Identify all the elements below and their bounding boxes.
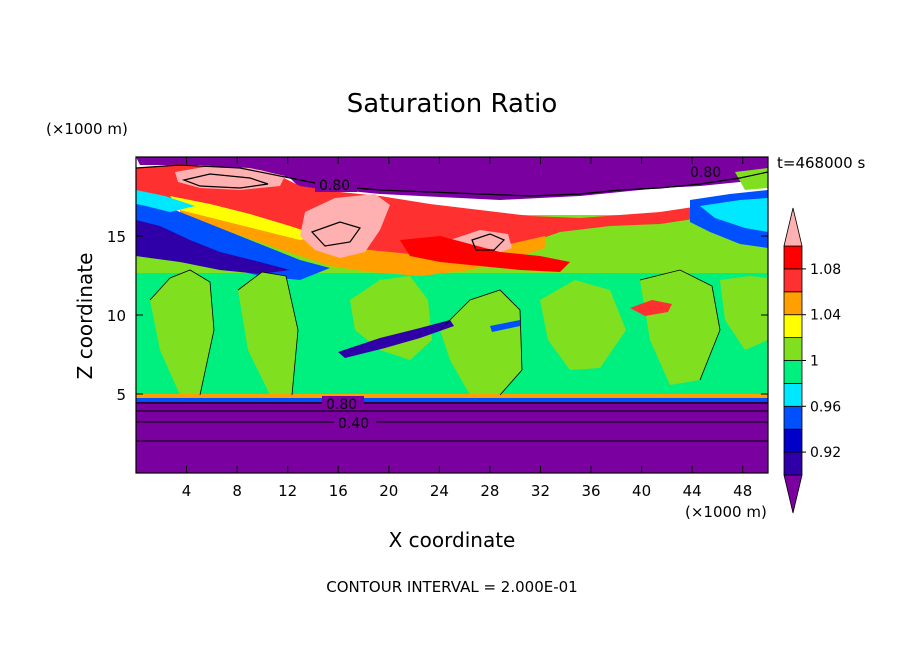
patch-red-mid [400, 236, 570, 272]
contour-label-bg [315, 176, 357, 192]
contour-label: 0.80 [326, 397, 357, 413]
colorbar-swatch [783, 291, 803, 316]
colorbar-tick-label: 1 [810, 354, 819, 370]
streak-blue [338, 320, 454, 358]
band-purple-top [136, 157, 768, 200]
x-tick-label: 16 [329, 482, 348, 500]
band-yellow-upper [170, 196, 320, 240]
contour-1-00 [149, 269, 721, 396]
x-tick-label: 32 [531, 482, 550, 500]
x-tick-label: 28 [480, 482, 499, 500]
x-tick-label: 12 [278, 482, 297, 500]
x-unit-label: (×1000 m) [685, 503, 767, 521]
plume-4 [440, 290, 522, 395]
contour-1-10-a [310, 221, 361, 247]
band-darkblue-left [136, 220, 290, 274]
colorbar-swatch [783, 382, 803, 407]
y-tick-label: 5 [116, 386, 126, 404]
plume-2 [238, 272, 298, 395]
time-label: t=468000 s [777, 154, 865, 172]
plume-7 [720, 276, 768, 350]
surface-line-blue [136, 398, 768, 402]
colorbar-tick-label: 0.92 [810, 445, 841, 461]
plume-1 [150, 270, 214, 395]
x-tick-label: 4 [182, 482, 192, 500]
colorbar-swatch [783, 314, 803, 339]
x-tick-label: 36 [581, 482, 600, 500]
y-unit-label: (×1000 m) [46, 120, 128, 138]
colorbar-swatch [783, 428, 803, 453]
x-tick-label: 44 [683, 482, 702, 500]
x-tick-label: 20 [379, 482, 398, 500]
contour-label: 0.80 [690, 165, 721, 181]
colorbar-swatch [783, 405, 803, 430]
contour-label: 0.80 [319, 178, 350, 194]
colorbar-tick-label: 1.08 [810, 262, 841, 278]
contour-label-bg [322, 396, 364, 410]
y-axis: 5 10 15 [107, 228, 768, 404]
band-cyan-right [700, 198, 768, 232]
y-tick-label: 15 [107, 228, 126, 246]
surface-line-orange [136, 394, 768, 398]
contour-interval-footer: CONTOUR INTERVAL = 2.000E-01 [326, 578, 577, 596]
plume-5 [540, 280, 626, 370]
contour-label: 0.40 [338, 416, 369, 432]
band-blue-left [136, 200, 330, 280]
contour-0-80-top [136, 164, 768, 197]
colorbar-swatch [783, 268, 803, 293]
y-axis-title: Z coordinate [73, 253, 97, 380]
streak-red [630, 300, 672, 316]
x-tick-label: 8 [232, 482, 242, 500]
x-tick-label: 40 [632, 482, 651, 500]
x-axis-title: X coordinate [389, 528, 516, 552]
colorbar-over-triangle [783, 207, 803, 247]
x-tick-label: 24 [430, 482, 449, 500]
colorbar-swatch [783, 245, 803, 270]
colorbar-swatch [783, 360, 803, 384]
plume-6 [640, 270, 720, 385]
x-tick-label: 48 [733, 482, 752, 500]
colorbar-swatch [783, 451, 803, 476]
contour-label-bg [686, 163, 728, 179]
colorbar-tick-label: 1.04 [810, 308, 841, 324]
chart-title: Saturation Ratio [347, 89, 558, 119]
colorbar-swatch [783, 337, 803, 361]
contour-label-bg [334, 415, 376, 429]
colorbar-tick-label: 0.96 [810, 399, 841, 415]
contour-labels: 0.80 0.80 0.80 0.40 [315, 163, 728, 432]
y-tick-label: 10 [107, 307, 126, 325]
streak-blue-2 [490, 320, 520, 332]
colorbar-under-triangle [783, 474, 803, 514]
contour-1-10-c [471, 233, 506, 251]
field-area [136, 157, 768, 473]
band-purple-bottom [136, 398, 768, 473]
contour-1-10-b [181, 173, 269, 189]
band-cyan-left [136, 190, 195, 212]
colorbar: 0.92 0.96 1 1.04 1.08 [783, 207, 841, 514]
x-axis: 4 8 12 16 20 24 28 32 36 40 44 48 [182, 157, 752, 500]
patch-pink-1 [300, 194, 390, 258]
